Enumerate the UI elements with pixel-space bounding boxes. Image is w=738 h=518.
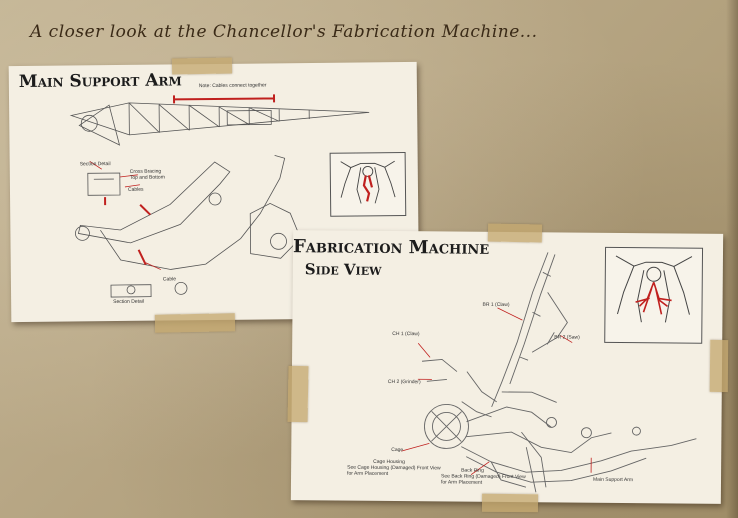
cables-label: Cables [127,186,144,193]
br2-saw-label: BR 2 (Saw) [554,334,580,341]
side-view-schematic-drawing [401,252,697,493]
tape-strip [154,313,236,333]
tape-strip [709,339,729,393]
main-support-arm-label: Main Support Arm [592,476,634,484]
machine-inset-thumbnail [604,246,704,344]
section-detail-label-bottom: Section Detail [113,298,145,306]
cross-bracing-label-2: Top and Bottom [129,174,165,181]
arm-schematic-drawing [69,94,370,298]
cage-housing-note-2: for Arm Placement [347,470,389,477]
page-edge-shadow [726,0,738,518]
cable-label: Cable [162,276,177,283]
tape-strip [481,493,539,513]
br1-claw-label: BR 1 (Claw) [482,301,510,309]
inset-machine-drawing [340,160,396,204]
tape-strip [487,223,543,243]
section-detail-label-top: Section Detail [79,161,111,168]
main-support-arm-sheet: Main Support Arm [8,61,420,323]
tape-strip [171,57,233,75]
page-title: A closer look at the Chancellor's Fabric… [30,22,538,42]
note-label: Note: Cables connect together [198,82,267,90]
ch1-claw-label: CH 1 (Claw) [392,330,420,338]
ch2-grinder-label: CH 2 (Grinder) [387,378,421,386]
fabrication-machine-sheet: Fabrication Machine Side View [290,230,724,504]
cage-label: Cage [391,446,404,454]
back-ring-note-2: for Arm Placement [440,479,483,486]
inset-machine-drawing [615,255,693,323]
machine-inset-thumbnail [329,151,407,217]
tape-strip [287,365,309,423]
